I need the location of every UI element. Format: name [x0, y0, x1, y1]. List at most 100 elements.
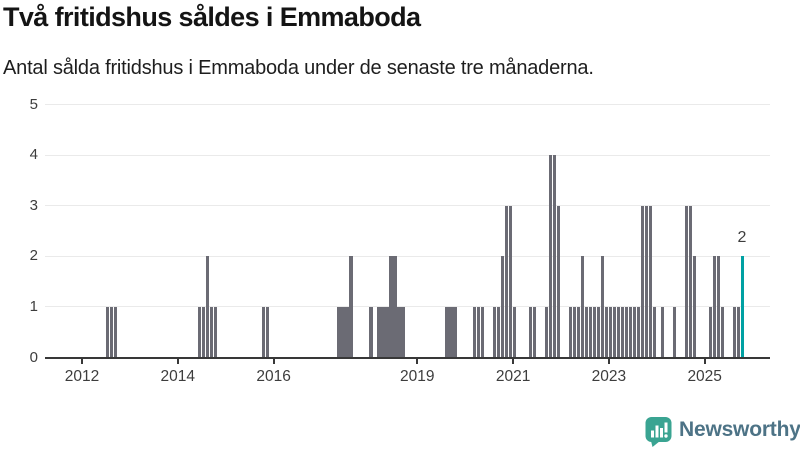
bar	[533, 306, 537, 358]
grid-line	[45, 205, 770, 207]
x-axis-label: 2019	[400, 368, 435, 385]
grid-line	[45, 306, 770, 308]
bar	[449, 306, 453, 358]
bar	[596, 306, 601, 358]
bar	[557, 205, 561, 358]
grid-line	[45, 255, 770, 257]
bar	[493, 306, 497, 358]
bar	[608, 306, 613, 358]
bar	[481, 306, 485, 358]
bar	[672, 306, 677, 358]
bar	[588, 306, 593, 358]
x-axis-line	[45, 356, 770, 359]
bar	[553, 155, 557, 358]
bar	[345, 306, 349, 358]
latest-value-annotation: 2	[737, 229, 747, 246]
bar	[584, 306, 589, 358]
chart-subtitle: Antal sålda fritidshus i Emmaboda under …	[3, 57, 594, 79]
bar	[473, 306, 477, 358]
bar	[261, 306, 265, 358]
x-axis-tick	[416, 358, 419, 364]
bar-highlight	[740, 256, 744, 358]
bar	[684, 205, 689, 358]
bar	[632, 306, 637, 358]
bar	[652, 306, 657, 358]
x-axis-tick	[703, 358, 706, 364]
bar	[600, 256, 605, 358]
x-axis-tick	[512, 358, 515, 364]
bar	[628, 306, 633, 358]
bar	[453, 306, 457, 358]
bar	[497, 306, 501, 358]
bar	[644, 205, 649, 358]
bar	[549, 155, 553, 358]
bar	[337, 306, 341, 358]
bar	[369, 306, 373, 358]
bar	[736, 306, 740, 358]
bar	[580, 256, 585, 358]
y-axis-label: 2	[29, 247, 38, 265]
bar	[385, 306, 389, 358]
bar	[604, 306, 609, 358]
bar	[509, 205, 513, 358]
bar	[209, 306, 214, 358]
bar	[197, 306, 202, 358]
bar	[401, 306, 405, 358]
bar	[648, 205, 653, 358]
bar	[393, 256, 397, 358]
x-axis-tick	[272, 358, 275, 364]
bar	[445, 306, 449, 358]
bar	[616, 306, 621, 358]
bar	[505, 205, 509, 358]
bar	[265, 306, 269, 358]
bar	[692, 256, 697, 358]
grid-line	[45, 154, 770, 156]
x-axis-tick	[607, 358, 610, 364]
bar	[720, 306, 724, 358]
bar	[213, 306, 218, 358]
x-axis-label: 2023	[591, 368, 627, 385]
y-axis-label: 3	[29, 196, 38, 214]
x-axis-label: 2016	[256, 368, 291, 385]
bar	[377, 306, 381, 358]
bar	[592, 306, 597, 358]
bar	[501, 256, 505, 358]
bar	[636, 306, 641, 358]
bar	[545, 306, 549, 358]
x-axis-tick	[176, 358, 179, 364]
bar	[349, 256, 353, 358]
bar	[105, 306, 110, 358]
newsworthy-logo[interactable]: Newsworthy	[645, 416, 800, 448]
bar	[568, 306, 573, 358]
bar	[712, 256, 716, 358]
y-axis-label: 5	[29, 95, 38, 113]
x-axis-tick	[81, 358, 83, 364]
bar	[576, 306, 581, 358]
bar	[109, 306, 114, 358]
bar	[477, 306, 481, 358]
y-axis-label: 1	[29, 297, 38, 315]
y-axis-label: 4	[29, 146, 38, 164]
bar	[513, 306, 517, 358]
bar	[660, 306, 665, 358]
newsworthy-logo-icon	[645, 417, 672, 447]
bar	[620, 306, 625, 358]
grid-line	[45, 104, 770, 105]
bar	[612, 306, 617, 358]
newsworthy-logo-text: Newsworthy	[679, 418, 800, 441]
bar	[389, 256, 393, 358]
bar	[640, 205, 645, 358]
x-axis-label: 2021	[495, 368, 531, 385]
bar	[113, 306, 118, 358]
bar	[732, 306, 736, 358]
bar	[624, 306, 629, 358]
bar	[341, 306, 345, 358]
bar	[708, 306, 712, 358]
chart-title: Två fritidshus såldes i Emmaboda	[3, 2, 421, 32]
bar	[397, 306, 401, 358]
bar	[716, 256, 720, 358]
x-axis-label: 2025	[687, 368, 722, 385]
bar	[529, 306, 533, 358]
